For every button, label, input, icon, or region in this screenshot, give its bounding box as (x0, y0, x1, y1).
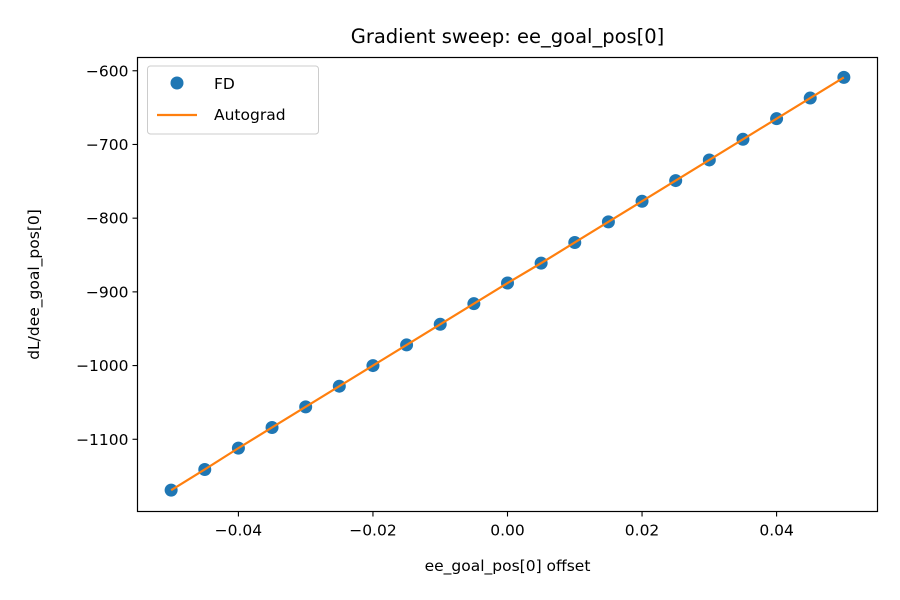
y-tick-label: −600 (86, 62, 129, 80)
y-tick-label: −700 (86, 136, 129, 154)
fd-point (164, 483, 178, 497)
y-tick-label: −800 (86, 210, 129, 228)
y-tick-label: −1000 (76, 357, 128, 375)
y-axis-label: dL/dee_goal_pos[0] (25, 209, 44, 360)
x-axis-label: ee_goal_pos[0] offset (425, 557, 591, 576)
plot-area (164, 70, 851, 497)
x-tick-label: 0.00 (490, 522, 525, 540)
x-tick-label: −0.02 (349, 522, 397, 540)
autograd-line (170, 76, 845, 492)
series-layer (164, 70, 851, 497)
axes-frame (136, 56, 879, 513)
legend-box (147, 65, 319, 135)
legend-label-fd: FD (214, 75, 235, 93)
x-axis-ticks: −0.04 −0.02 0.00 0.02 0.04 (215, 511, 794, 540)
legend: FD Autograd (147, 65, 319, 135)
y-tick-label: −1100 (76, 431, 128, 449)
chart-title: Gradient sweep: ee_goal_pos[0] (351, 25, 665, 48)
x-tick-label: 0.02 (625, 522, 660, 540)
legend-marker-fd (170, 76, 184, 90)
x-tick-label: 0.04 (759, 522, 794, 540)
y-axis-ticks: −1100 −1000 −900 −800 −700 −600 (76, 62, 138, 449)
y-tick-label: −900 (86, 283, 129, 301)
x-tick-label: −0.04 (215, 522, 263, 540)
fd-point (837, 70, 851, 84)
legend-label-autograd: Autograd (214, 106, 286, 124)
